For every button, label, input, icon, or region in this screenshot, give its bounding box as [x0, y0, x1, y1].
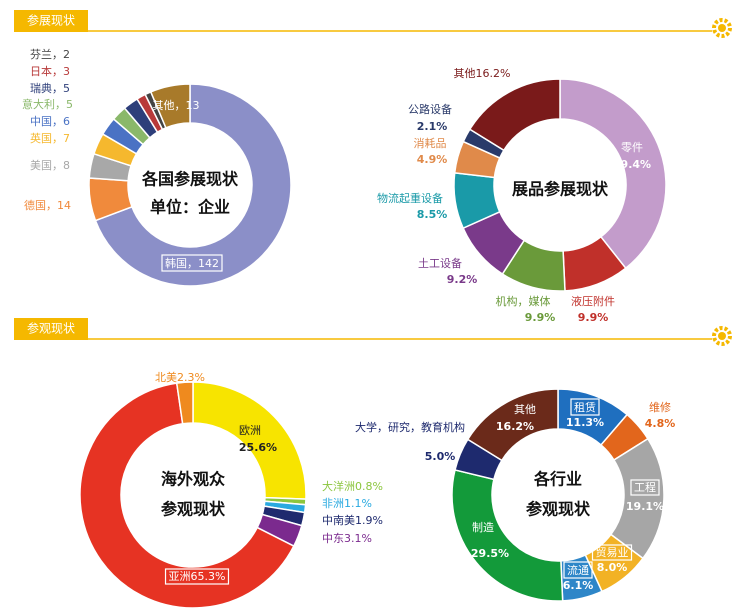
value-label: 0.8% [355, 480, 383, 493]
slice-label: 韩国，142 [165, 256, 219, 270]
center-text: 各行业 [533, 470, 582, 489]
slice-label: 意大利，5 [22, 97, 73, 111]
value-label: 9.9% [578, 311, 609, 324]
category-label: 维修 [649, 400, 671, 414]
section-tag [14, 10, 88, 32]
category-label: 消耗品 [414, 136, 447, 150]
category-label: 中东 [322, 532, 344, 545]
slice-label: 芬兰，2 [30, 48, 70, 61]
gear-icon [712, 18, 732, 38]
section-tag [14, 318, 88, 340]
value-label: 4.8% [645, 417, 676, 430]
value-label: 1.1% [344, 497, 372, 510]
value-label: 4.9% [417, 153, 448, 166]
gear-icon [712, 326, 732, 346]
slice-label: 美国，8 [30, 159, 70, 172]
slice-label: 亚洲65.3% [169, 570, 226, 583]
slice-label: 大洋洲0.8% [322, 479, 383, 493]
slice-label: 其他16.2% [454, 67, 511, 80]
section-title: 参展现状 [27, 13, 75, 28]
category-label: 大学，研究，教育机构 [355, 420, 465, 434]
donut-slice [468, 78, 561, 152]
slice-label: 北美2.3% [155, 371, 205, 384]
category-label: 其他 [514, 403, 536, 416]
donut-slice [79, 382, 295, 609]
value-label: 1.9% [355, 514, 383, 527]
slice-label: 中东3.1% [322, 532, 372, 545]
value-label: 9.9% [525, 311, 556, 324]
category-label: 大洋洲 [322, 479, 355, 493]
value-label: 2.1% [417, 120, 448, 133]
category-label: 工程 [634, 481, 656, 494]
category-label: 机构，媒体 [496, 294, 551, 308]
value-label: 39.4% [613, 158, 651, 171]
label-box [161, 254, 223, 272]
slice-label: 英国，7 [30, 131, 70, 145]
slice-label: 中国，6 [30, 115, 70, 128]
category-label: 欧洲 [239, 424, 261, 437]
slice-label: 日本，3 [30, 64, 70, 78]
category-label: 零件 [621, 141, 643, 154]
category-label: 北美 [155, 371, 177, 384]
center-text: 参观现状 [526, 500, 591, 519]
donut-slice [94, 83, 292, 287]
category-label: 物流起重设备 [377, 191, 443, 205]
value-label: 2.3% [177, 371, 205, 384]
center-text: 各国参展现状 [141, 170, 239, 189]
value-label: 19.1% [626, 500, 664, 513]
value-label: 25.6% [239, 441, 277, 454]
label-box [570, 398, 600, 416]
value-label: 6.1% [563, 579, 594, 592]
section-header: 参观现状 [14, 318, 732, 346]
category-label: 贸易业 [596, 546, 629, 559]
value-label: 11.3% [566, 416, 604, 429]
value-label: 8.0% [597, 561, 628, 574]
label-box [630, 479, 660, 496]
center-text: 展品参展现状 [512, 180, 609, 199]
center-text: 海外观众 [161, 470, 226, 489]
value-label: 9.2% [447, 273, 478, 286]
category-label: 其他 [454, 67, 476, 80]
section-title: 参观现状 [27, 321, 75, 336]
category-label: 中南美 [322, 514, 355, 527]
value-label: 16.2% [496, 420, 534, 433]
center-text: 参观现状 [161, 500, 226, 519]
value-label: 5.0% [425, 450, 456, 463]
donut-slice [466, 388, 559, 462]
category-label: 租赁 [574, 400, 596, 414]
value-label: 16.2% [476, 67, 511, 80]
value-label: 3.1% [344, 532, 372, 545]
value-label: 29.5% [471, 547, 509, 560]
center-text: 单位：企业 [150, 198, 230, 217]
donut-slice [149, 83, 191, 129]
value-label: 8.5% [417, 208, 448, 221]
category-label: 非洲 [322, 497, 344, 510]
slice-label: 其他，13 [153, 99, 200, 112]
slice-label: 德国，14 [24, 198, 71, 212]
section-header: 参展现状 [14, 10, 732, 38]
category-label: 制造 [472, 520, 494, 534]
category-label: 流通 [567, 563, 589, 577]
slice-label: 中南美1.9% [322, 514, 383, 527]
category-label: 液压附件 [571, 294, 615, 308]
value-label: 65.3% [191, 570, 226, 583]
donut-slice [451, 469, 564, 602]
slice-label: 非洲1.1% [322, 497, 372, 510]
category-label: 土工设备 [418, 256, 462, 270]
category-label: 亚洲 [169, 570, 191, 583]
donut-slice [175, 381, 194, 425]
label-box [164, 568, 230, 585]
label-box [591, 544, 633, 561]
category-label: 公路设备 [408, 102, 452, 116]
label-box [563, 561, 593, 579]
donut-slice [559, 78, 667, 270]
slice-label: 瑞典，5 [30, 81, 70, 95]
